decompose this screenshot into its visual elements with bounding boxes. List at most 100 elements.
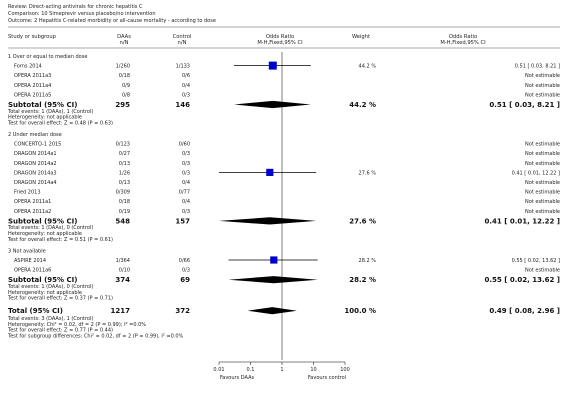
subtotal-label: Subtotal (95% CI) <box>8 101 77 109</box>
col-or2-header: Odds Ratio <box>449 34 477 40</box>
study-control: 0/4 <box>182 180 190 186</box>
axis-tick-label: 100 <box>340 367 350 373</box>
study-weight: 28.2 % <box>359 258 377 264</box>
subtotal-control: 69 <box>180 276 190 284</box>
review-title: Review: Direct-acting antivirals for chr… <box>8 4 143 10</box>
study-name: OPERA 2011a1 <box>14 199 51 205</box>
subtotal-weight: 27.6 % <box>349 217 376 225</box>
study-control: 0/77 <box>179 190 190 196</box>
subgroup-note: Heterogeneity: not applicable <box>8 231 82 237</box>
study-weight: 27.6 % <box>359 170 377 176</box>
axis-tick-label: 0.01 <box>213 367 224 373</box>
subtotal-ci: 0.55 [ 0.02, 13.62 ] <box>485 276 561 284</box>
study-control: 0/3 <box>182 268 190 274</box>
study-name: ASPIRE 2014 <box>14 258 46 264</box>
study-control: 0/3 <box>182 209 190 215</box>
study-name: OPERA 2011a2 <box>14 209 51 215</box>
study-daas: 0/8 <box>122 92 130 98</box>
study-daas: 1/364 <box>116 258 130 264</box>
study-name: OPERA 2011a6 <box>14 268 51 274</box>
subgroup-title: 3 Not available <box>8 248 46 254</box>
study-daas: 0/309 <box>116 190 130 196</box>
study-ci: Not estimable <box>525 83 560 89</box>
forest-rows: 1 Over or equal to median dose Forns 2014… <box>7 52 560 360</box>
study-name: CONCERTO-1 2015 <box>14 142 61 148</box>
study-ci: Not estimable <box>525 209 560 215</box>
study-control: 0/6 <box>182 73 190 79</box>
study-control: 0/3 <box>182 151 190 157</box>
subgroup-note: Test for overall effect: Z = 0.51 (P = 0… <box>7 237 113 243</box>
study-marker <box>268 61 277 70</box>
study-control: 0/60 <box>179 142 190 148</box>
favours-daas-label: Favours DAAs <box>220 375 255 381</box>
study-ci: 0.55 [ 0.02, 13.62 ] <box>512 258 560 264</box>
study-control: 0/3 <box>182 92 190 98</box>
study-ci: Not estimable <box>525 199 560 205</box>
total-weight: 100.0 % <box>344 307 376 315</box>
subtotal-ci: 0.41 [ 0.01, 12.22 ] <box>485 217 561 225</box>
summary-diamond <box>247 307 297 315</box>
study-ci: Not estimable <box>525 142 560 148</box>
x-axis: 0.01 0.1 1 10 100 Favours DAAs Favours control <box>213 361 350 381</box>
subgroup-note: Heterogeneity: not applicable <box>8 290 82 296</box>
study-ci: Not estimable <box>525 190 560 196</box>
axis-tick-label: 0.1 <box>247 367 255 373</box>
total-label: Total (95% CI) <box>8 307 63 315</box>
study-ci: Not estimable <box>525 180 560 186</box>
axis-tick-label: 1 <box>280 367 283 373</box>
study-control: 1/133 <box>176 64 190 70</box>
subgroup-title: 2 Under median dose <box>8 132 62 138</box>
col-control-sub: n/N <box>178 40 187 46</box>
subtotal-ci: 0.51 [ 0.03, 8.21 ] <box>489 101 560 109</box>
subtotal-control: 146 <box>175 101 190 109</box>
study-name: OPERA 2011a3 <box>14 73 51 79</box>
study-control: 0/66 <box>179 258 190 264</box>
subtotal-daas: 548 <box>115 217 130 225</box>
subtotal-label: Subtotal (95% CI) <box>8 217 77 225</box>
study-name: DRAGON 2014a2 <box>14 161 57 167</box>
total-daas: 1217 <box>111 307 131 315</box>
subtotal-daas: 374 <box>115 276 130 284</box>
study-daas: 0/123 <box>116 142 130 148</box>
subtotal-label: Subtotal (95% CI) <box>8 276 77 284</box>
study-daas: 0/18 <box>119 199 130 205</box>
study-daas: 0/18 <box>119 73 130 79</box>
subtotal-daas: 295 <box>115 101 130 109</box>
study-ci: Not estimable <box>525 151 560 157</box>
study-daas: 0/9 <box>122 83 130 89</box>
study-daas: 0/27 <box>119 151 130 157</box>
subgroup-note: Test for overall effect: Z = 0.37 (P = 0… <box>7 296 113 302</box>
study-ci: Not estimable <box>525 92 560 98</box>
subgroup-note: Heterogeneity: not applicable <box>8 115 82 121</box>
study-weight: 44.2 % <box>359 64 377 70</box>
study-ci: 0.51 [ 0.03, 8.21 ] <box>515 64 560 70</box>
study-control: 0/3 <box>182 170 190 176</box>
col-study-header: Study or subgroup <box>8 34 57 40</box>
favours-control-label: Favours control <box>308 375 346 381</box>
study-daas: 0/13 <box>119 180 130 186</box>
summary-diamond <box>228 276 318 284</box>
col-or-header: Odds Ratio <box>266 34 294 40</box>
subtotal-weight: 28.2 % <box>349 276 376 284</box>
total-note: Heterogeneity: Chi² = 0.02, df = 2 (P = … <box>8 322 146 328</box>
study-ci: Not estimable <box>525 73 560 79</box>
study-control: 0/4 <box>182 199 190 205</box>
study-daas: 1/26 <box>119 170 130 176</box>
study-ci: 0.41 [ 0.01, 12.22 ] <box>512 170 560 176</box>
col-weight-header: Weight <box>352 34 370 40</box>
study-daas: 0/10 <box>119 268 130 274</box>
study-control: 0/3 <box>182 161 190 167</box>
col-or2-sub: M-H,Fixed,95% CI <box>440 40 486 46</box>
study-daas: 0/13 <box>119 161 130 167</box>
study-name: OPERA 2011a4 <box>14 83 51 89</box>
study-name: DRAGON 2014a4 <box>14 180 57 186</box>
study-name: OPERA 2011a5 <box>14 92 51 98</box>
total-ci: 0.49 [ 0.08, 2.96 ] <box>489 307 560 315</box>
axis-tick-label: 10 <box>310 367 316 373</box>
subgroup-note: Total events: 1 (DAAs), 0 (Control) <box>7 225 93 231</box>
study-ci: Not estimable <box>525 161 560 167</box>
subgroup-title: 1 Over or equal to median dose <box>8 54 87 60</box>
summary-diamond <box>219 217 317 225</box>
col-control-header: Control <box>173 34 192 40</box>
